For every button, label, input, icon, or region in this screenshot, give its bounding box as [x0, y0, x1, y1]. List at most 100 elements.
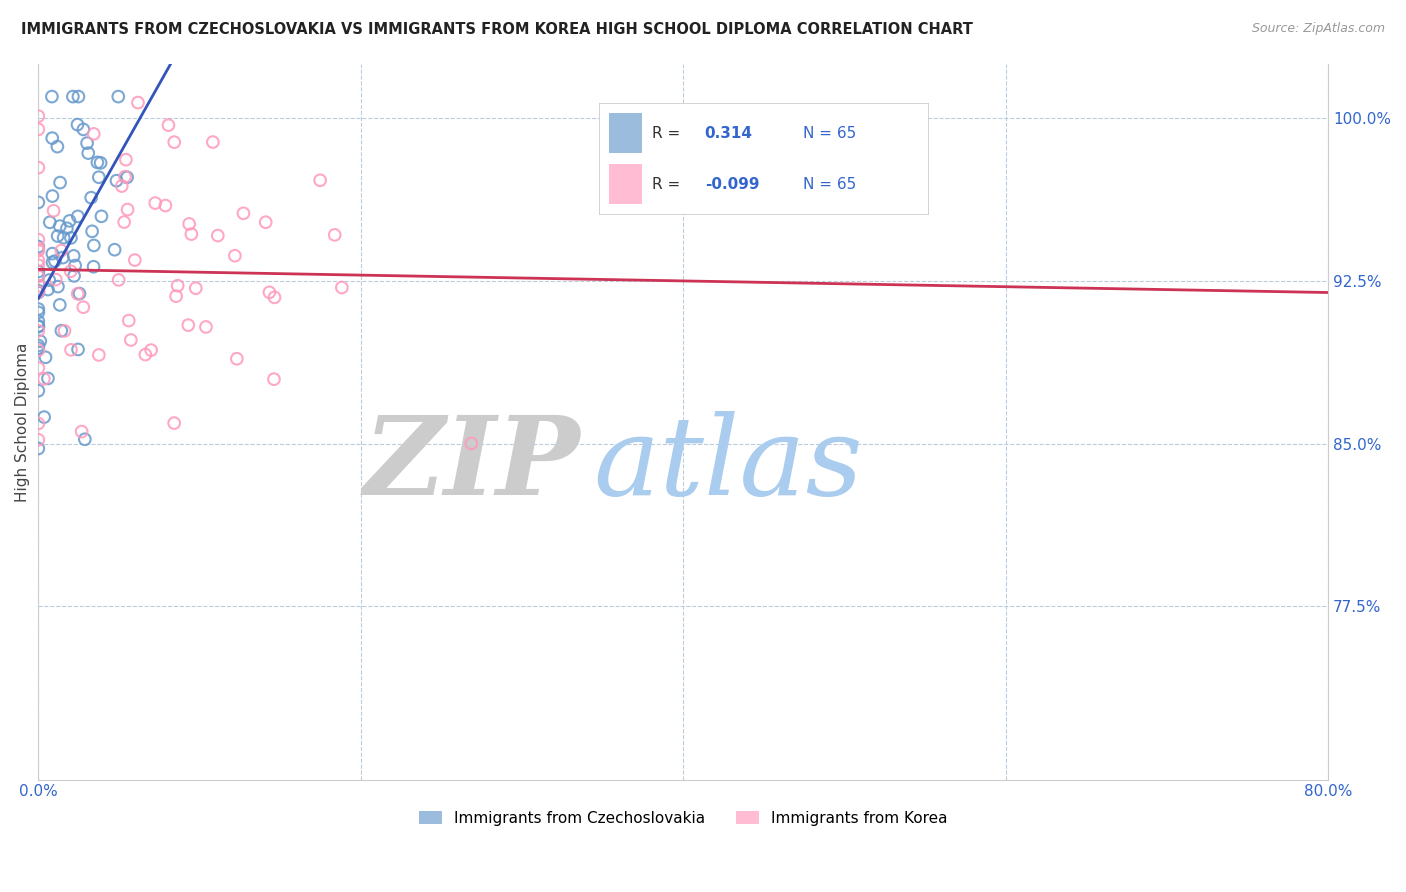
Point [38, 215, 60, 229]
Point [52, 230, 75, 244]
Point [27, 268, 49, 283]
Point [263, 372, 285, 386]
Point [27, 314, 49, 328]
Point [134, 347, 156, 361]
Point [62, 89, 84, 103]
Point [41, 189, 63, 203]
Point [32, 372, 55, 386]
Point [107, 89, 129, 103]
Point [49, 298, 72, 312]
Point [27, 285, 49, 300]
Point [27, 361, 49, 376]
Point [127, 95, 149, 110]
Point [207, 228, 229, 243]
Point [62, 249, 84, 263]
Point [41, 246, 63, 260]
Point [309, 173, 332, 187]
Point [330, 280, 353, 294]
Point [83, 238, 105, 252]
Y-axis label: High School Diploma: High School Diploma [15, 343, 30, 501]
Point [105, 174, 128, 188]
Point [163, 416, 186, 430]
Point [66, 210, 89, 224]
Point [90, 209, 112, 223]
Point [179, 217, 201, 231]
Point [63, 259, 86, 273]
Point [38, 273, 60, 287]
Point [180, 227, 202, 241]
Text: Source: ZipAtlas.com: Source: ZipAtlas.com [1251, 22, 1385, 36]
Point [58, 214, 80, 228]
Point [27, 442, 49, 456]
Point [49, 176, 72, 190]
Point [177, 318, 200, 333]
Point [104, 243, 127, 257]
Point [27, 343, 49, 358]
Point [56, 221, 79, 235]
Point [46, 229, 69, 244]
Point [115, 170, 138, 185]
Point [27, 264, 49, 278]
Point [27, 269, 49, 284]
Point [254, 215, 277, 229]
Point [59, 231, 82, 245]
Point [225, 351, 247, 366]
Point [118, 313, 141, 327]
Point [87, 348, 110, 362]
Point [27, 122, 49, 136]
Point [73, 432, 96, 446]
Text: atlas: atlas [593, 411, 862, 518]
Point [460, 436, 482, 450]
Point [27, 109, 49, 123]
Point [46, 279, 69, 293]
Point [120, 333, 142, 347]
Point [27, 239, 49, 253]
Point [87, 170, 110, 185]
Point [124, 253, 146, 268]
Point [201, 135, 224, 149]
Point [37, 371, 59, 385]
Point [30, 334, 52, 349]
Point [27, 417, 49, 431]
Point [27, 285, 49, 299]
Point [46, 139, 69, 153]
Point [76, 136, 98, 150]
Point [27, 242, 49, 256]
Point [59, 264, 82, 278]
Point [90, 156, 112, 170]
Point [27, 341, 49, 355]
Point [86, 155, 108, 169]
Point [27, 384, 49, 398]
Point [72, 300, 94, 314]
Point [49, 219, 72, 234]
Point [60, 343, 83, 357]
Point [66, 118, 89, 132]
Point [53, 324, 76, 338]
Point [27, 301, 49, 316]
Point [163, 135, 186, 149]
Point [157, 118, 180, 132]
Point [83, 260, 105, 274]
Point [41, 89, 63, 103]
Point [44, 254, 66, 268]
Point [41, 131, 63, 145]
Point [42, 203, 65, 218]
Point [27, 284, 49, 298]
Point [67, 343, 90, 357]
Point [37, 283, 59, 297]
Point [115, 153, 138, 167]
Point [52, 251, 75, 265]
Point [27, 233, 49, 247]
Text: IMMIGRANTS FROM CZECHOSLOVAKIA VS IMMIGRANTS FROM KOREA HIGH SCHOOL DIPLOMA CORR: IMMIGRANTS FROM CZECHOSLOVAKIA VS IMMIGR… [21, 22, 973, 37]
Point [45, 272, 67, 286]
Point [27, 319, 49, 334]
Point [27, 324, 49, 338]
Point [27, 244, 49, 258]
Point [27, 318, 49, 333]
Point [323, 227, 346, 242]
Point [195, 320, 218, 334]
Point [117, 202, 139, 217]
Point [63, 268, 86, 283]
Point [27, 338, 49, 352]
Point [111, 179, 134, 194]
